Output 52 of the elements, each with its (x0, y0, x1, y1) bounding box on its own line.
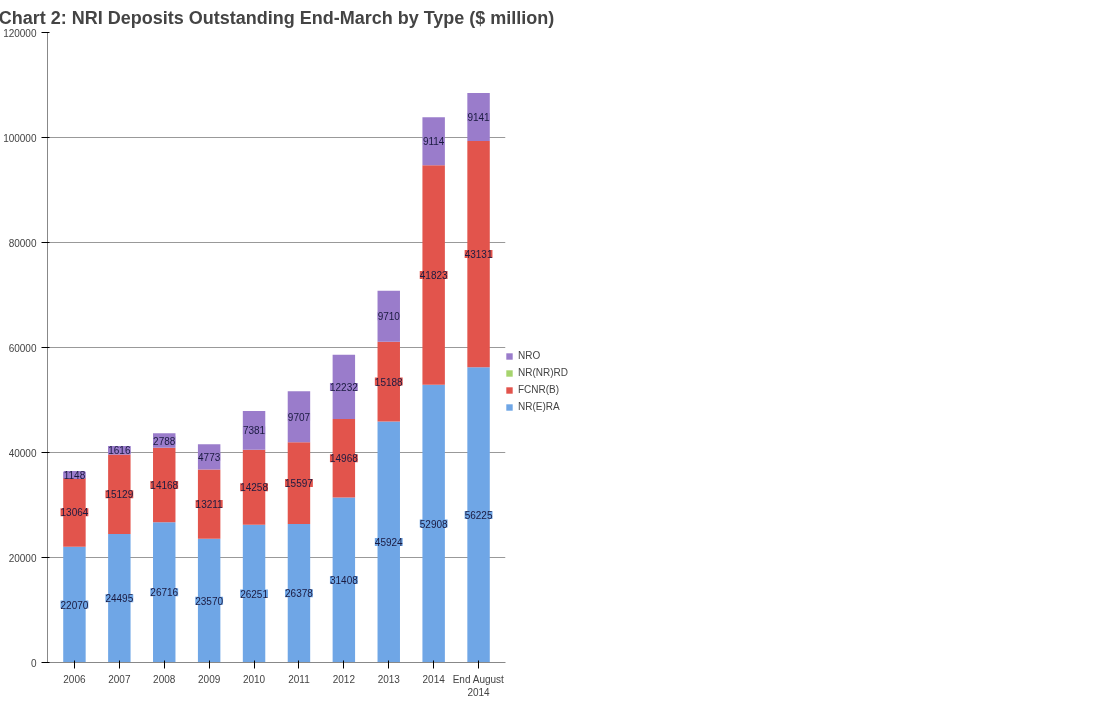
data-label: 23570 (195, 595, 224, 607)
data-label: 56225 (464, 509, 493, 521)
data-label: 9141 (467, 111, 491, 123)
y-tick-label: 80000 (8, 237, 37, 249)
x-tick-label: 2011 (288, 673, 311, 685)
legend-label: NR(NR)RD (518, 367, 568, 378)
data-label: 14258 (240, 482, 269, 494)
data-label: 12232 (329, 381, 359, 393)
data-label: 45924 (374, 536, 404, 548)
data-label: 22070 (60, 599, 89, 611)
data-label: 13211 (195, 499, 224, 511)
data-label: 26378 (285, 588, 314, 600)
data-label: 2788 (153, 435, 176, 447)
y-tick-label: 60000 (8, 342, 37, 354)
legend-label: FCNR(B) (518, 384, 560, 395)
data-label: 26251 (240, 588, 269, 600)
y-tick-label: 100000 (3, 132, 37, 144)
y-tick-label: 20000 (8, 552, 37, 564)
data-label: 9114 (422, 136, 445, 148)
data-label: 9710 (377, 311, 401, 323)
x-tick-label: End August 2014 (452, 673, 505, 698)
y-tick-label: 0 (30, 657, 37, 669)
data-label: 14968 (329, 453, 359, 465)
x-tick-label: 2012 (332, 673, 356, 685)
x-tick-label: 2007 (108, 673, 131, 685)
data-label: 14168 (150, 480, 179, 492)
x-tick-label: 2010 (242, 673, 266, 685)
data-label: 1616 (108, 445, 131, 457)
legend-label: NR(E)RA (518, 401, 560, 412)
y-tick-label: 40000 (8, 447, 37, 459)
data-label: 15597 (285, 478, 314, 490)
data-label: 24495 (105, 593, 134, 605)
data-label: 52908 (419, 518, 448, 530)
data-label: 13064 (60, 507, 89, 519)
data-label: 1148 (63, 470, 86, 482)
data-label: 7381 (242, 425, 266, 437)
x-tick-label: 2014 (422, 673, 446, 685)
chart-title: Chart 2: NRI Deposits Outstanding End-March by Type ($ million) (0, 7, 555, 28)
x-tick-label: 2006 (63, 673, 86, 685)
data-label: 41823 (419, 269, 448, 281)
x-tick-label: 2013 (377, 673, 401, 685)
legend-label: NRO (518, 350, 541, 361)
data-label: 9707 (287, 411, 311, 423)
x-tick-label: 2009 (198, 673, 221, 685)
data-label: 43131 (464, 249, 493, 261)
data-label: 15129 (105, 489, 134, 501)
data-label: 4773 (198, 451, 221, 463)
x-tick-label: 2008 (153, 673, 176, 685)
data-label: 31408 (329, 575, 359, 587)
data-label: 15188 (374, 376, 404, 388)
y-tick-label: 120000 (3, 27, 37, 39)
data-label: 26716 (150, 587, 179, 599)
